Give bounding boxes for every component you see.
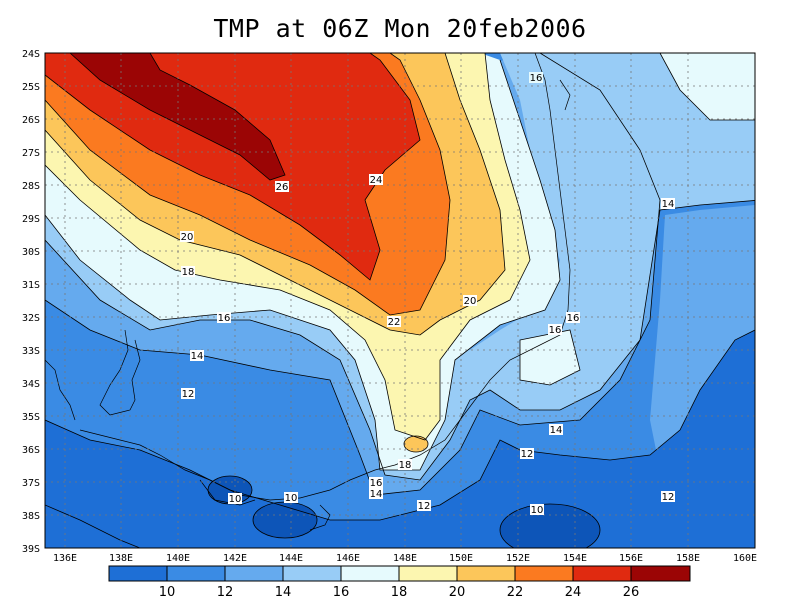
band-16-18: [45, 53, 755, 480]
lon-label: 158E: [676, 553, 700, 564]
colorbar: 10 12 14 16 18 20 22 24 26: [108, 565, 691, 600]
lat-label: 32S: [22, 313, 40, 324]
lat-label: 38S: [22, 511, 40, 522]
band-28-plus: [70, 53, 285, 180]
contour-label: 14: [550, 425, 563, 436]
colorbar-segment: [167, 566, 225, 581]
contour-label: 20: [181, 232, 194, 243]
lat-label: 33S: [22, 346, 40, 357]
contour-label: 14: [191, 351, 204, 362]
lon-label: 140E: [166, 553, 190, 564]
filled-contours: [45, 53, 755, 548]
contour-label: 12: [182, 389, 195, 400]
colorbar-segment: [109, 566, 167, 581]
colorbar-tick-label: 22: [507, 585, 524, 600]
contour-label: 14: [662, 199, 675, 210]
contour-label: 26: [276, 182, 289, 193]
lat-label: 39S: [22, 544, 40, 555]
contour-label: 14: [370, 489, 383, 500]
contour-label: 22: [388, 317, 401, 328]
lon-label: 142E: [223, 553, 247, 564]
colorbar-segment: [225, 566, 283, 581]
lon-label: 136E: [53, 553, 77, 564]
colorbar-tick-label: 18: [391, 585, 408, 600]
contour-label: 10: [285, 493, 298, 504]
lon-label: 160E: [733, 553, 757, 564]
coastline: [45, 53, 571, 531]
lon-label: 144E: [279, 553, 303, 564]
longitude-axis: 136E 138E 140E 142E 144E 146E 148E 150E …: [53, 553, 757, 564]
latitude-axis: 24S 25S 26S 27S 28S 29S 30S 31S 32S 33S …: [22, 49, 40, 555]
colorbar-segment: [515, 566, 573, 581]
contour-label: 10: [229, 494, 242, 505]
contour-label: 20: [464, 296, 477, 307]
colorbar-segment: [573, 566, 631, 581]
lat-label: 29S: [22, 214, 40, 225]
lon-label: 146E: [336, 553, 360, 564]
colorbar-tick-label: 24: [565, 585, 582, 600]
colorbar-tick-label: 26: [623, 585, 640, 600]
map-title: TMP at 06Z Mon 20feb2006: [213, 14, 587, 43]
lon-label: 148E: [393, 553, 417, 564]
plot-frame: [44, 52, 756, 549]
lat-label: 28S: [22, 181, 40, 192]
contour-label: 18: [182, 267, 195, 278]
colorbar-tick-label: 12: [217, 585, 234, 600]
contour-label: 16: [218, 313, 231, 324]
contour-label: 18: [399, 460, 412, 471]
lat-label: 27S: [22, 148, 40, 159]
contour-label: 12: [521, 449, 534, 460]
contour-label: 16: [567, 313, 580, 324]
gridlines: [45, 53, 755, 548]
lat-label: 31S: [22, 280, 40, 291]
colorbar-tick-label: 20: [449, 585, 466, 600]
colorbar-segment: [631, 566, 690, 581]
contour-label: 10: [531, 505, 544, 516]
colorbar-segment: [399, 566, 457, 581]
contour-label-group: 16 26 24 14 20 18 20 16 16 22 16 14 12 1…: [180, 72, 675, 516]
lon-label: 138E: [109, 553, 133, 564]
lon-label: 150E: [449, 553, 473, 564]
lat-label: 35S: [22, 412, 40, 423]
colorbar-segment: [457, 566, 515, 581]
contour-label: 16: [370, 478, 383, 489]
lat-label: 24S: [22, 49, 40, 60]
lat-label: 25S: [22, 82, 40, 93]
contour-label: 24: [370, 175, 383, 186]
lon-label: 156E: [619, 553, 643, 564]
colorbar-tick-label: 14: [275, 585, 292, 600]
lat-label: 30S: [22, 247, 40, 258]
colorbar-segment: [283, 566, 341, 581]
contour-label: 16: [549, 325, 562, 336]
lon-label: 152E: [506, 553, 530, 564]
contour-label: 12: [418, 501, 431, 512]
colorbar-tick-label: 10: [159, 585, 176, 600]
lon-label: 154E: [563, 553, 587, 564]
contour-label: 16: [530, 73, 543, 84]
colorbar-segment: [341, 566, 399, 581]
lat-label: 34S: [22, 379, 40, 390]
lat-label: 36S: [22, 445, 40, 456]
band-26-28: [45, 53, 420, 280]
lat-label: 26S: [22, 115, 40, 126]
lat-label: 37S: [22, 478, 40, 489]
colorbar-tick-label: 16: [333, 585, 350, 600]
contour-label: 12: [662, 492, 675, 503]
warm-spot: [404, 436, 428, 452]
